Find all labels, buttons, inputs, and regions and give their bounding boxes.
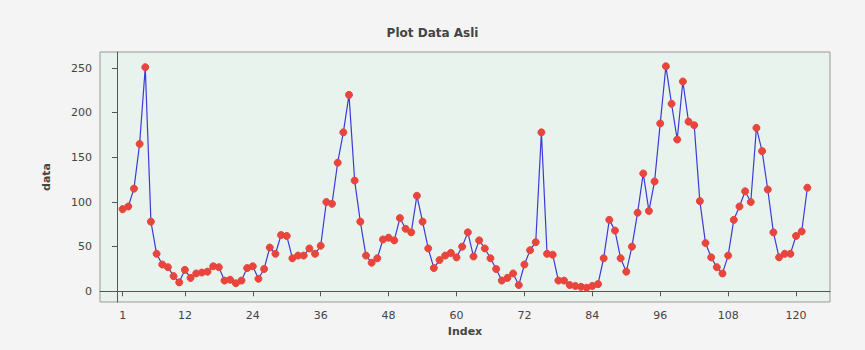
svg-text:48: 48 [382,309,396,322]
svg-text:108: 108 [718,309,739,322]
svg-text:50: 50 [78,240,92,253]
svg-text:0: 0 [85,285,92,298]
svg-text:250: 250 [71,62,92,75]
svg-text:Index: Index [448,325,482,338]
svg-text:data: data [40,163,53,191]
svg-text:Plot Data Asli: Plot Data Asli [387,26,479,40]
svg-text:84: 84 [585,309,599,322]
svg-text:100: 100 [71,196,92,209]
svg-text:96: 96 [653,309,667,322]
svg-text:72: 72 [517,309,531,322]
svg-text:200: 200 [71,106,92,119]
svg-text:150: 150 [71,151,92,164]
svg-text:36: 36 [314,309,328,322]
svg-text:120: 120 [786,309,807,322]
svg-text:60: 60 [450,309,464,322]
svg-text:1: 1 [119,309,126,322]
svg-text:24: 24 [246,309,260,322]
svg-text:12: 12 [178,309,192,322]
